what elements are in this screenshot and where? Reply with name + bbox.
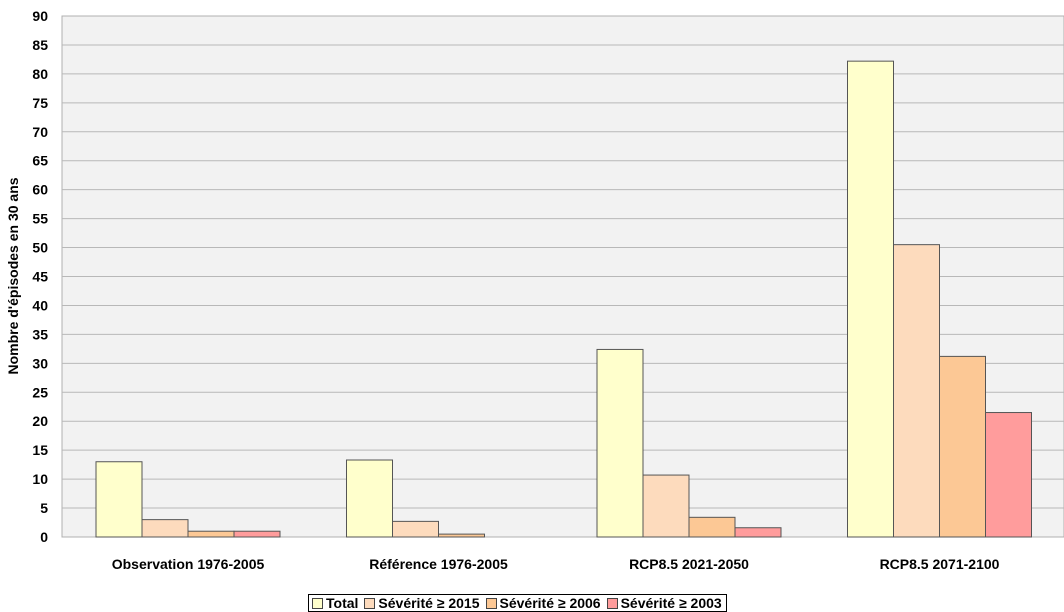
y-tick-label: 25 <box>32 384 48 400</box>
category-label: RCP8.5 2021-2050 <box>629 556 749 572</box>
legend-item-4: Sévérité ≥ 2003 <box>606 595 722 611</box>
legend-item-1: Total <box>312 595 358 611</box>
bar-4-4 <box>985 412 1032 538</box>
y-tick-label: 80 <box>32 66 48 82</box>
legend-label: Sévérité ≥ 2006 <box>499 595 601 611</box>
bar-2-3 <box>642 474 690 538</box>
bar-4-3 <box>734 527 782 538</box>
y-tick-labels: 0 5 10 15 20 25 30 35 40 45 50 55 60 65 70 75 80 85 90 <box>32 8 48 545</box>
legend-swatch <box>606 597 618 609</box>
y-tick-label: 40 <box>32 297 48 313</box>
y-tick-label: 15 <box>32 442 48 458</box>
legend-label: Sévérité ≥ 2003 <box>620 595 722 611</box>
category-label: Référence 1976-2005 <box>369 556 508 572</box>
bar-2-1 <box>141 519 189 538</box>
legend-item-3: Sévérité ≥ 2006 <box>485 595 601 611</box>
bar-1-4 <box>847 60 894 538</box>
bar-1-3 <box>596 348 644 538</box>
bars <box>95 60 1032 538</box>
bar-3-3 <box>688 516 736 538</box>
legend-swatch <box>485 597 497 609</box>
y-tick-label: 70 <box>32 124 48 140</box>
y-tick-label: 75 <box>32 95 48 111</box>
y-tick-label: 65 <box>32 153 48 169</box>
legend-swatch <box>312 597 323 609</box>
bar-1-2 <box>346 459 393 538</box>
y-tick-label: 50 <box>32 240 48 256</box>
legend-item-2: Sévérité ≥ 2015 <box>364 595 480 611</box>
y-tick-label: 85 <box>32 37 48 53</box>
legend: Total Sévérité ≥ 2015 Sévérité ≥ 2006 Sévér… <box>308 594 727 612</box>
y-tick-label: 60 <box>32 182 48 198</box>
bar-3-2 <box>438 533 485 538</box>
y-tick-label: 35 <box>32 326 48 342</box>
bar-2-2 <box>392 520 439 538</box>
y-tick-label: 55 <box>32 211 48 227</box>
bar-chart: 0 5 10 15 20 25 30 35 40 45 50 55 60 65 70 75 80 85 90 Obs… <box>5 8 1064 572</box>
category-label: Observation 1976-2005 <box>112 556 265 572</box>
bar-3-1 <box>187 530 235 538</box>
x-category-labels: Observation 1976-2005 Référence 1976-2005… <box>112 556 1000 572</box>
y-tick-label: 45 <box>32 269 48 285</box>
legend-label: Sévérité ≥ 2015 <box>378 595 480 611</box>
bar-3-4 <box>939 355 986 538</box>
bar-2-4 <box>893 244 940 538</box>
y-tick-label: 10 <box>32 471 48 487</box>
y-axis-title: Nombre d'épisodes en 30 ans <box>5 177 21 374</box>
y-tick-label: 30 <box>32 355 48 371</box>
legend-label: Total <box>326 595 359 611</box>
y-tick-label: 0 <box>40 529 48 545</box>
bar-4-1 <box>233 530 281 538</box>
y-tick-label: 20 <box>32 413 48 429</box>
y-tick-label: 5 <box>40 500 48 516</box>
y-tick-label: 90 <box>32 8 48 24</box>
category-label: RCP8.5 2071-2100 <box>880 556 1000 572</box>
legend-swatch <box>364 597 376 609</box>
bar-1-1 <box>95 461 143 538</box>
